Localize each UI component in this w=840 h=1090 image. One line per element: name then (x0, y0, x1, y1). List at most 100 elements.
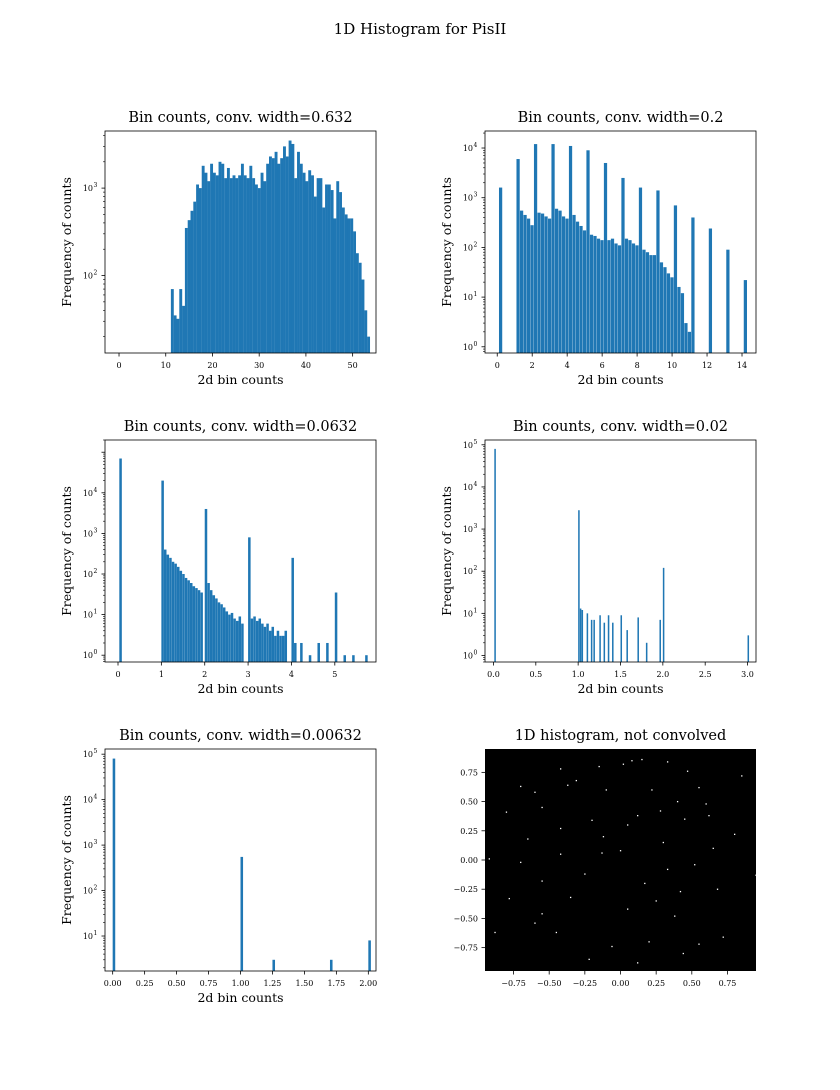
y-tick-label: 10 (463, 567, 473, 576)
histogram-bar (551, 144, 555, 353)
histogram-bar (649, 255, 653, 353)
histogram-bar (617, 245, 622, 353)
histogram-bar (586, 613, 589, 662)
histogram-bar (631, 243, 636, 353)
histogram-bar (590, 619, 593, 662)
histogram-bar (266, 623, 269, 662)
x-tick-label: 4 (289, 670, 294, 679)
x-tick-label: 10 (667, 361, 677, 370)
y-tick-label: 10 (83, 611, 93, 620)
heatmap-point (627, 908, 629, 910)
histogram-bar (241, 623, 244, 662)
y-tick-label: 0.50 (460, 798, 478, 807)
histogram-bar (726, 249, 730, 353)
bars (119, 458, 368, 662)
histogram-bar (537, 212, 541, 353)
histogram-bar (329, 959, 333, 971)
histogram-bar (200, 592, 203, 662)
heatmap-point (674, 915, 676, 917)
heatmap-point (494, 931, 496, 934)
histogram-bar (196, 184, 200, 353)
x-tick-label: 2.5 (699, 670, 712, 679)
histogram-bar (659, 262, 664, 353)
heatmap-point (569, 896, 572, 899)
histogram-bar (197, 590, 201, 662)
heatmap-background (485, 749, 756, 971)
histogram-bar (257, 188, 261, 353)
histogram-bar (288, 140, 292, 353)
y-tick-label: 10 (463, 441, 473, 450)
histogram-bar (687, 331, 692, 353)
histogram-bar (593, 619, 595, 662)
heatmap-point (676, 800, 679, 803)
heatmap-point (666, 868, 669, 871)
histogram-bar (691, 217, 695, 353)
y-tick-exponent: 1 (474, 607, 478, 614)
heatmap-point (698, 786, 700, 789)
histogram-bar (299, 163, 303, 353)
x-tick-label: 30 (254, 361, 264, 370)
histogram-bar (182, 305, 185, 353)
histogram-bar (593, 235, 597, 353)
x-tick-label: 12 (702, 361, 712, 370)
histogram-bar (308, 170, 312, 353)
y-tick-label: 0.25 (460, 827, 478, 836)
histogram-bar (333, 218, 337, 353)
histogram-bar (638, 187, 643, 353)
histogram-bar (596, 238, 601, 353)
histogram-bar (628, 240, 632, 353)
y-tick-exponent: 2 (94, 568, 98, 575)
histogram-bar (612, 622, 614, 662)
histogram-bar (544, 216, 548, 353)
histogram-bar (284, 630, 288, 662)
histogram-bar (708, 228, 713, 353)
x-tick-label: 0.5 (529, 670, 542, 679)
histogram-bar (645, 252, 650, 353)
histogram-bar (215, 598, 218, 662)
heatmap-point (722, 936, 724, 938)
histogram-bar (607, 240, 611, 353)
histogram-bar (368, 940, 371, 971)
x-tick-label: 50 (348, 361, 358, 370)
x-tick-label: 1.5 (614, 670, 627, 679)
histogram-bar (283, 146, 286, 353)
histogram-bar (294, 178, 298, 353)
heatmap-point (567, 784, 569, 786)
axes-frame (104, 130, 377, 354)
x-axis-label: 2d bin counts (577, 681, 663, 696)
histogram-bar (232, 175, 236, 353)
histogram-bar (350, 218, 354, 353)
heatmap-point (682, 952, 684, 955)
heatmap-point (641, 758, 643, 761)
histogram-bar (173, 315, 177, 353)
y-tick-label: 10 (83, 184, 93, 193)
heatmap-point (694, 864, 696, 866)
histogram-bar (662, 567, 665, 662)
heatmap-point (559, 853, 562, 855)
y-tick-exponent: 4 (94, 487, 98, 494)
histogram-bar (579, 225, 583, 353)
y-tick-label: 10 (83, 651, 93, 660)
y-tick-exponent: 4 (94, 794, 98, 801)
figure-title: 1D Histogram for PisII (334, 20, 507, 38)
heatmap-point (488, 858, 490, 860)
histogram-bar (645, 642, 648, 662)
histogram-bar (637, 617, 639, 662)
x-tick-label: 5 (332, 670, 337, 679)
x-tick-label: 0.0 (487, 670, 500, 679)
x-axis-label: 2d bin counts (197, 372, 283, 387)
heatmap-point (508, 897, 510, 900)
x-tick-label: 20 (207, 361, 217, 370)
histogram-bar (367, 336, 371, 353)
histogram-bar (253, 616, 256, 662)
heatmap-point (534, 791, 536, 793)
histogram-bar (166, 554, 170, 662)
histogram-bar (204, 508, 208, 662)
histogram-bar (600, 240, 604, 353)
histogram-bar (248, 537, 251, 662)
histogram-bar (322, 207, 326, 353)
heatmap-point (575, 779, 577, 782)
histogram-bar (624, 238, 629, 353)
heatmap-point (559, 768, 562, 770)
x-tick-label: 0 (116, 361, 121, 370)
